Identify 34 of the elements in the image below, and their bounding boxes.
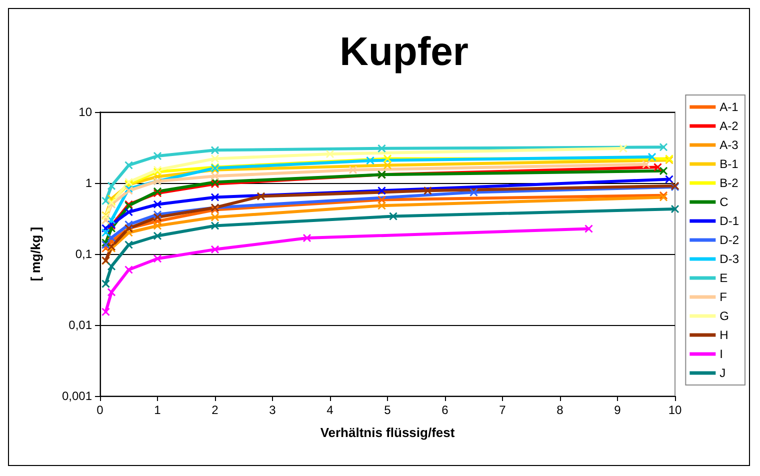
y-tick-label: 10 — [78, 105, 92, 119]
legend-label: D-1 — [720, 214, 740, 228]
y-tick-label: 1 — [85, 176, 92, 190]
legend-label: D-2 — [720, 233, 740, 247]
legend-label: A-1 — [720, 100, 739, 114]
x-tick-label: 3 — [269, 403, 276, 417]
x-tick-label: 9 — [614, 403, 622, 417]
y-axis-title: [ mg/kg ] — [28, 226, 43, 282]
x-tick-label: 1 — [154, 403, 162, 417]
x-tick-label: 8 — [556, 403, 564, 417]
x-tick-label: 6 — [442, 403, 449, 417]
legend-label: B-1 — [720, 157, 739, 171]
legend-label: A-3 — [720, 138, 739, 152]
y-tick-label: 0,1 — [75, 247, 92, 261]
x-tick-label: 7 — [499, 403, 506, 417]
legend-label: E — [720, 271, 728, 285]
legend-label: D-3 — [720, 252, 740, 266]
x-tick-label: 5 — [384, 403, 392, 417]
x-tick-label: 4 — [326, 403, 334, 417]
x-tick-label: 0 — [96, 403, 104, 417]
legend-label: H — [720, 328, 728, 342]
y-tick-label: 0,001 — [62, 389, 92, 403]
legend-label: G — [720, 309, 730, 323]
chart-title: Kupfer — [340, 30, 468, 74]
x-tick-label: 2 — [212, 403, 219, 417]
legend-label: I — [720, 347, 724, 361]
x-tick-label: 10 — [668, 403, 682, 417]
legend-label: J — [720, 366, 726, 380]
legend-label: C — [720, 195, 729, 209]
legend-label: B-2 — [720, 176, 739, 190]
x-axis-title: Verhältnis flüssig/fest — [320, 425, 456, 440]
legend-label: A-2 — [720, 119, 739, 133]
legend-label: F — [720, 290, 728, 304]
y-tick-label: 0,01 — [68, 318, 92, 332]
